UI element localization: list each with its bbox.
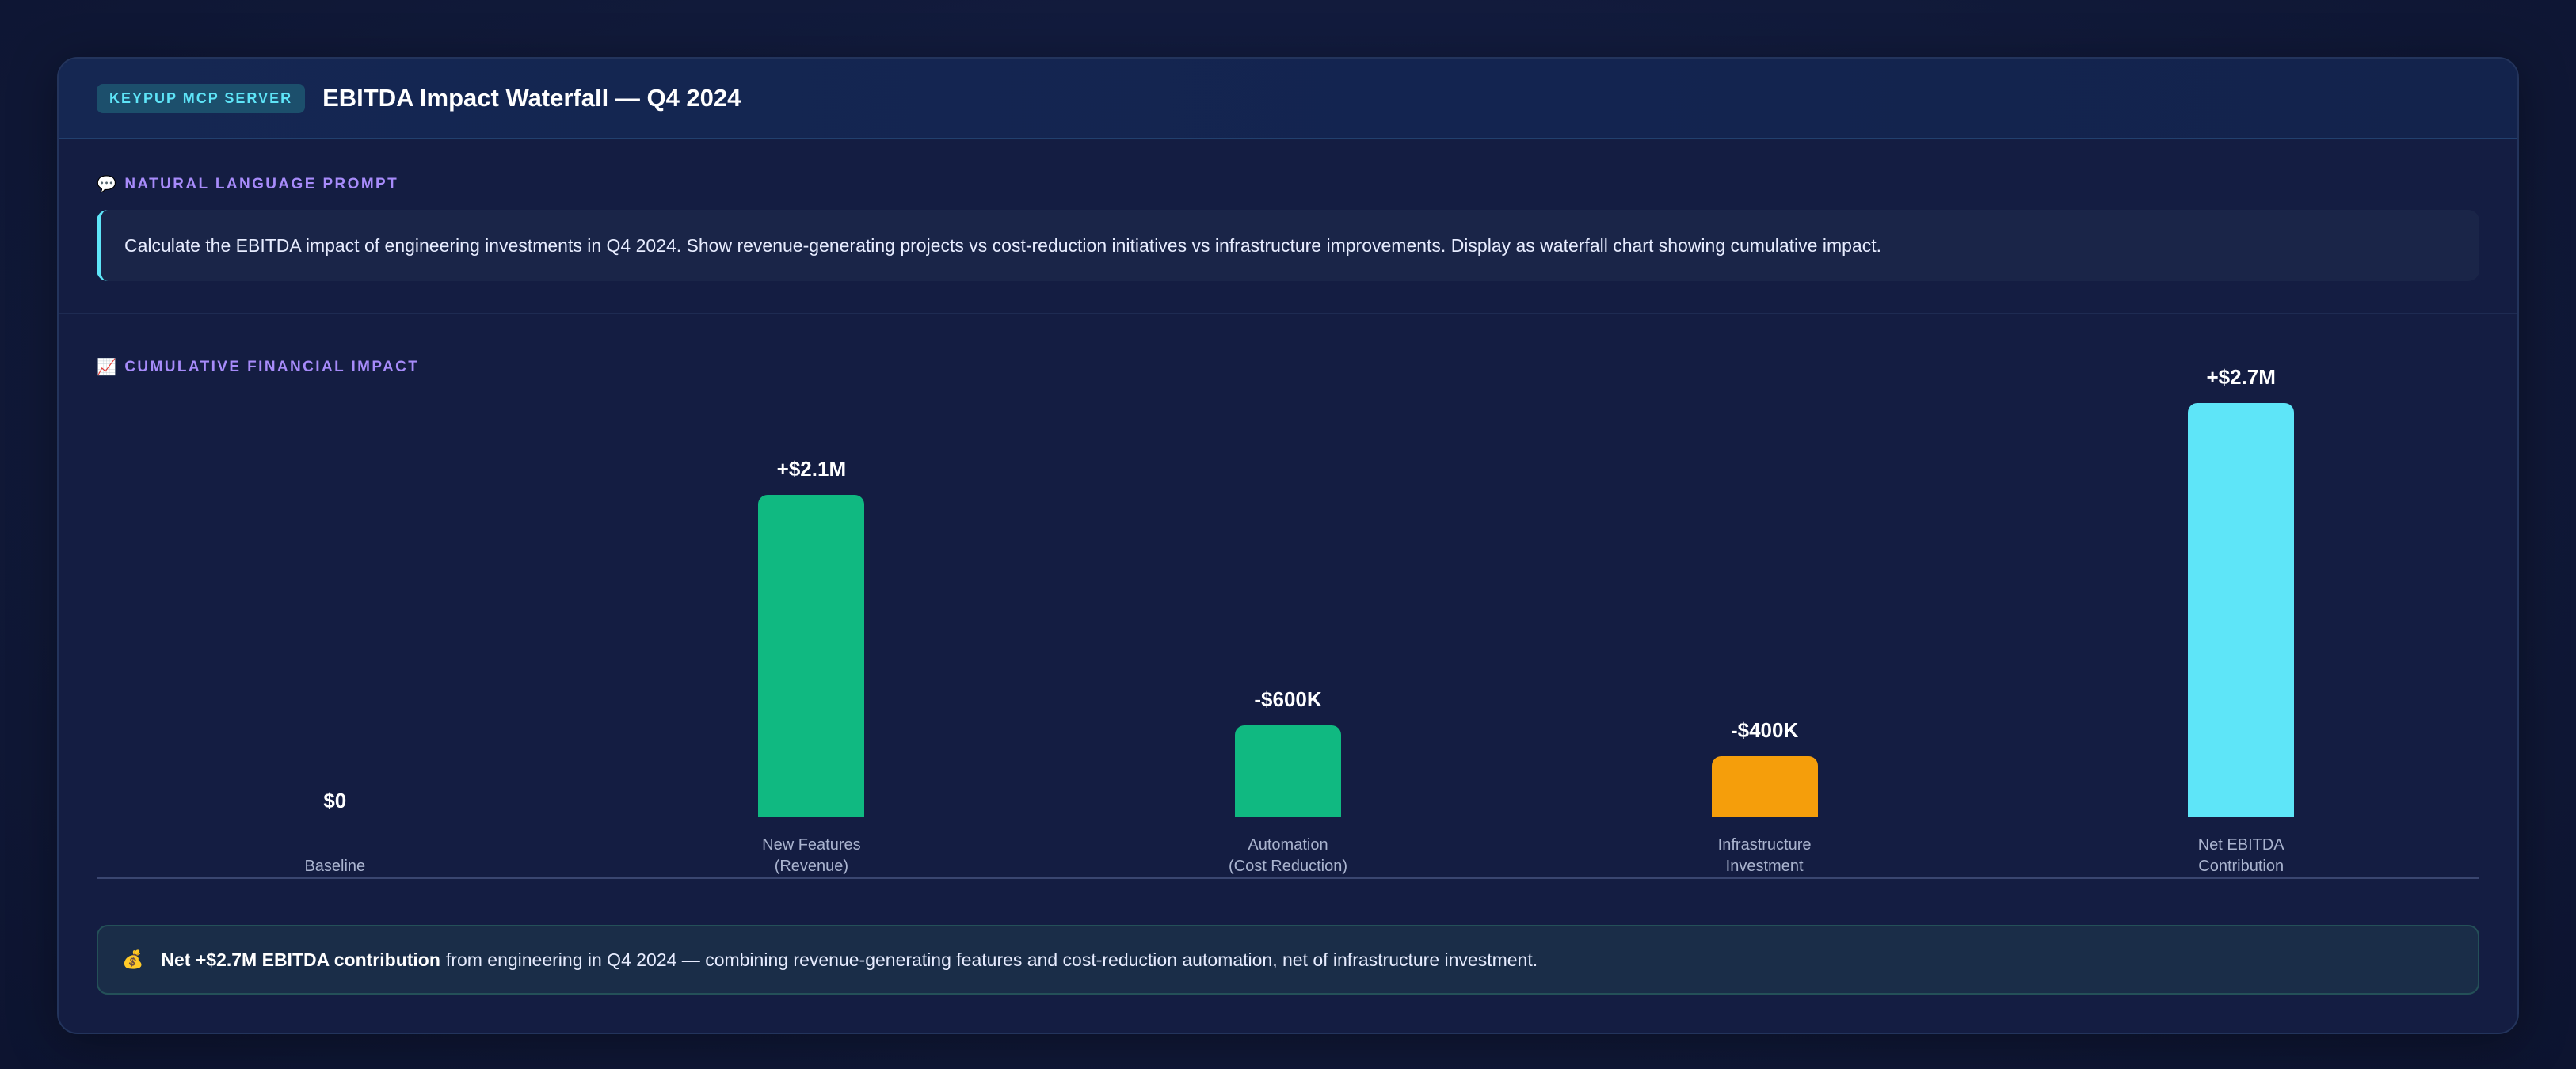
ebitda-waterfall-card: KEYPUP MCP SERVER EBITDA Impact Waterfal…: [57, 57, 2519, 1034]
waterfall-chart: $0 Baseline +$2.1M New Features (Revenue) -$6…: [97, 365, 2479, 915]
category-label-1: New Features (Revenue): [692, 835, 930, 877]
bar-value-label-3: -$400K: [1730, 718, 1799, 742]
bar-4: [2188, 403, 2295, 817]
prompt-section-label: 💬 NATURAL LANGUAGE PROMPT: [97, 174, 2479, 194]
bar-value-label-1: +$2.1M: [776, 457, 847, 481]
summary-bold-text: Net +$2.7M EBITDA contribution: [161, 949, 440, 970]
category-label-line: (Cost Reduction): [1228, 858, 1348, 875]
category-label-line: (Revenue): [774, 858, 849, 875]
bar-value-label-2: -$600K: [1254, 687, 1322, 711]
speech-bubble-icon: 💬: [97, 176, 119, 193]
money-bag-icon: 💰: [122, 949, 144, 969]
category-label-line: New Features: [762, 836, 861, 854]
category-label-line: Contribution: [2198, 858, 2284, 875]
category-label-3: Infrastructure Investment: [1646, 835, 1884, 877]
bar-2: [1235, 725, 1341, 817]
server-badge: KEYPUP MCP SERVER: [97, 83, 306, 113]
chart-increasing-icon: 📈: [97, 359, 119, 376]
summary-text: from engineering in Q4 2024 — combining …: [445, 949, 1538, 970]
chart-section: 📈 CUMULATIVE FINANCIAL IMPACT $0 Baseline…: [59, 314, 2517, 915]
chart-section-label: 📈 CUMULATIVE FINANCIAL IMPACT: [97, 357, 2479, 377]
prompt-label-text: NATURAL LANGUAGE PROMPT: [124, 175, 399, 192]
category-label-4: Net EBITDA Contribution: [2122, 835, 2360, 877]
card-header: KEYPUP MCP SERVER EBITDA Impact Waterfal…: [59, 59, 2517, 139]
bar-value-label-0: $0: [323, 789, 347, 812]
summary-callout: 💰 Net +$2.7M EBITDA contribution from en…: [97, 925, 2479, 995]
prompt-text-box: Calculate the EBITDA impact of engineeri…: [97, 210, 2479, 281]
bar-3: [1711, 756, 1818, 817]
page-title: EBITDA Impact Waterfall — Q4 2024: [322, 84, 741, 112]
prompt-section: 💬 NATURAL LANGUAGE PROMPT Calculate the …: [59, 139, 2517, 314]
category-label-0: Baseline: [216, 856, 454, 877]
category-label-2: Automation (Cost Reduction): [1169, 835, 1407, 877]
bar-1: [758, 495, 865, 817]
bar-value-label-4: +$2.7M: [2206, 365, 2276, 389]
category-label-line: Investment: [1725, 858, 1804, 875]
x-axis-line: [97, 877, 2479, 879]
category-label-line: Baseline: [304, 858, 366, 875]
category-label-line: Automation: [1248, 836, 1328, 854]
chart-label-text: CUMULATIVE FINANCIAL IMPACT: [124, 358, 420, 375]
category-label-line: Net EBITDA: [2197, 836, 2284, 854]
prompt-text: Calculate the EBITDA impact of engineeri…: [124, 234, 1881, 256]
category-label-line: Infrastructure: [1717, 836, 1812, 854]
